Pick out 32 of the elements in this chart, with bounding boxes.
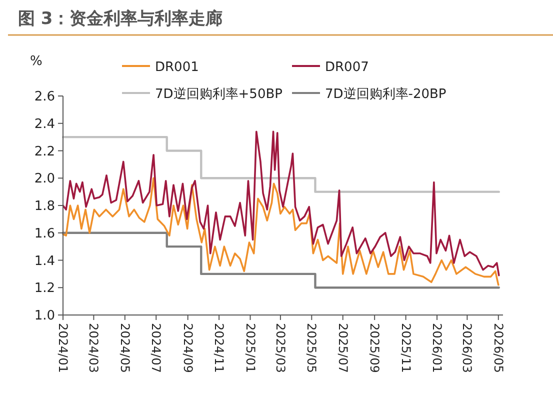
y-tick-label: 2.4 (34, 116, 55, 132)
chart-title: 图 3：资金利率与利率走廊 (18, 9, 223, 29)
x-tick-label: 2024/11 (212, 323, 226, 373)
x-tick-label: 2024/09 (180, 323, 195, 373)
x-tick-label: 2025/09 (368, 323, 382, 373)
legend-label: 7D逆回购利率-20BP (325, 86, 446, 102)
x-tick-label: 2025/11 (398, 323, 413, 373)
legend-label: DR001 (155, 60, 199, 75)
y-tick-label: 1.2 (34, 281, 55, 296)
y-tick-label: 1.8 (34, 199, 55, 214)
line-series (62, 130, 500, 276)
y-tick-label: 1.0 (34, 308, 55, 324)
line-series (62, 177, 500, 286)
y-axis-title: % (30, 54, 42, 69)
x-tick-label: 2025/07 (336, 323, 350, 373)
x-tick-label: 2026/01 (430, 323, 444, 373)
x-tick-label: 2024/07 (149, 323, 164, 373)
y-tick-label: 2.2 (34, 144, 55, 160)
legend-label: DR007 (325, 60, 369, 75)
y-tick-label: 2.6 (34, 90, 55, 104)
x-tick-label: 2026/03 (460, 323, 474, 373)
legend-label: 7D逆回购利率+50BP (155, 86, 283, 102)
x-tick-label: 2024/03 (86, 323, 101, 373)
x-tick-label: 2024/05 (118, 323, 132, 373)
x-tick-label: 2026/05 (491, 323, 506, 373)
x-tick-label: 2025/05 (304, 323, 319, 373)
y-tick-label: 2.0 (34, 172, 55, 187)
y-tick-label: 1.6 (34, 226, 55, 242)
x-tick-label: 2024/01 (56, 323, 70, 373)
y-tick-label: 1.4 (34, 254, 55, 269)
x-tick-label: 2025/01 (243, 323, 258, 373)
x-tick-label: 2025/03 (273, 323, 288, 373)
